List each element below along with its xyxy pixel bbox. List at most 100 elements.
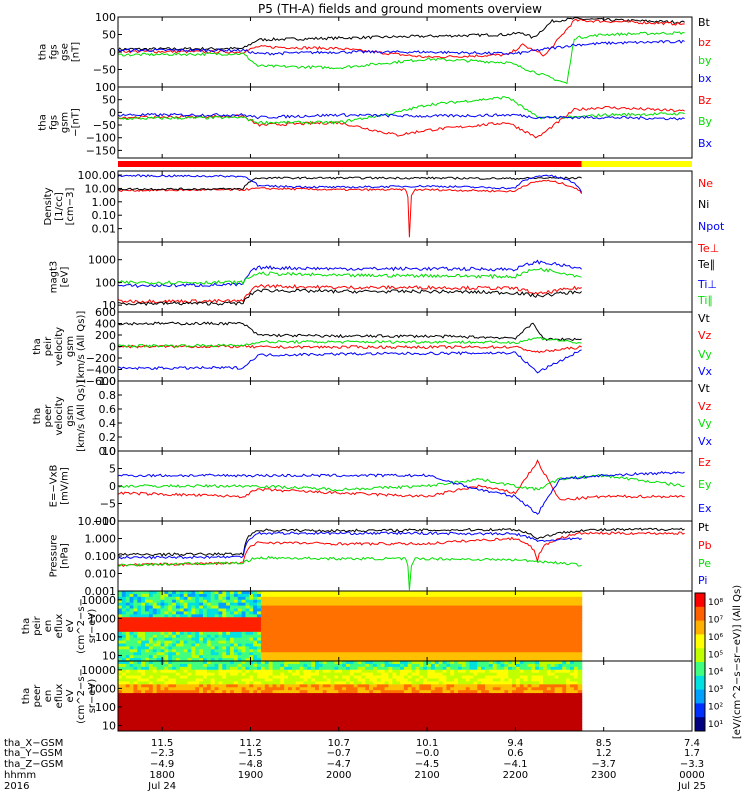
series-Vx-line — [117, 349, 582, 374]
x-row-value: 1.7 — [684, 748, 700, 759]
status-bar-segment — [581, 161, 692, 167]
legend-Ni: Ni — [698, 198, 709, 211]
x-row-label: tha_Z−GSM — [4, 759, 63, 770]
y-axis-label: tha peer velocity gsm [km/s (All Qs)] — [32, 380, 87, 452]
colorbar-tick-label: 10⁶ — [708, 633, 723, 643]
y-tick-label: 1000 — [88, 682, 116, 695]
legend-Ex: Ex — [698, 502, 712, 515]
y-axis-label-line: sr−eV) — [87, 679, 98, 714]
series-Pb-line — [117, 531, 685, 567]
y-tick-label: 0.01 — [92, 223, 117, 236]
colorbar-swatch — [695, 606, 705, 622]
legend-Ti⊥: Ti⊥ — [697, 278, 717, 291]
y-axis-label-line: sr−eV) — [87, 609, 98, 644]
x-row-label: 2016 — [4, 781, 29, 792]
x-row-value: −3.3 — [680, 759, 704, 770]
y-axis-label-line: en — [43, 690, 54, 703]
y-axis-label-line: [km/s (All Qs)] — [76, 311, 87, 383]
panel-fgs_gse: 100 50 0 −50 tha fgs gse [nT] Bt bz by bx — [38, 11, 712, 88]
legend-Ez: Ez — [698, 456, 711, 469]
x-row-value: 7.4 — [684, 738, 700, 749]
x-axis-labels: tha_X−GSM 11.5 11.2 10.7 10.1 9.4 8.5 7.4 tha_Y−… — [4, 738, 706, 792]
y-axis-label: tha fgs gsm −[nT] — [38, 108, 82, 137]
series-Pi-line — [117, 531, 582, 560]
y-tick-label: 0 — [109, 341, 116, 354]
y-axis-label: magt3 [eV] — [49, 261, 71, 294]
y-axis-label-line: eV — [65, 619, 76, 632]
legend-Bz: Bz — [698, 94, 712, 107]
legend-Pe: Pe — [698, 557, 711, 570]
y-axis-label-line: gsm — [65, 405, 76, 426]
y-axis-label-line: peer — [32, 684, 43, 708]
y-axis-label-line: eV — [65, 689, 76, 702]
colorbar-tick-label: 10² — [708, 703, 723, 713]
series-Te⊥-line — [117, 283, 582, 304]
legend-Pb: Pb — [698, 539, 712, 552]
series-Te∥-line — [117, 288, 582, 306]
series-Ex-line — [117, 471, 685, 515]
y-tick-label: 600 — [95, 306, 116, 319]
y-axis-label-line: velocity — [54, 396, 65, 435]
y-tick-label: −50 — [93, 119, 116, 132]
legend-Vy: Vy — [698, 348, 712, 361]
legend-Ti∥: Ti∥ — [697, 294, 713, 307]
y-tick-label: 50 — [102, 94, 116, 107]
panel-frame — [117, 86, 693, 159]
y-axis-label-line: Density — [43, 187, 54, 225]
y-axis-label-line: gsm — [60, 112, 71, 133]
x-row-value: −0.7 — [327, 748, 351, 759]
colorbar-label: [eV/(cm^2−s−sr−eV)] (All Qs) — [732, 585, 743, 739]
y-tick-label: 0.100 — [85, 550, 117, 563]
series-Bz-line — [117, 105, 685, 139]
y-axis-label-line: peir — [43, 336, 54, 356]
y-axis-label-line: [nT] — [71, 42, 82, 62]
series-Vt-line — [117, 321, 582, 342]
y-axis-label: tha peir en eflux eV (cm^2−s− sr−eV) — [21, 598, 98, 654]
colorbar-swatch — [695, 593, 705, 608]
colorbar: 10⁸ 10⁷ 10⁶ 10⁵ 10⁴ 10³ 10² 10¹ [eV/(cm^2−s−sr−e… — [694, 585, 743, 739]
x-row-value: −4.9 — [150, 759, 174, 770]
legend-bz: bz — [698, 36, 711, 49]
y-tick-label: 0.8 — [99, 389, 117, 402]
y-axis-label-line: tha — [38, 114, 49, 130]
y-axis-label-line: eflux — [54, 614, 65, 639]
x-row-value: Jul 25 — [677, 781, 706, 792]
legend-Ey: Ey — [698, 478, 712, 491]
y-axis-label-line: (cm^2−s− — [76, 668, 87, 724]
y-axis-label-line: E=−VxB — [49, 465, 60, 508]
y-axis-label-line: eflux — [54, 684, 65, 709]
x-row-value: −2.3 — [150, 748, 174, 759]
panel-peer_spectrogram: 10000 1000 100 10 tha peer en eflux eV (cm^2−s− sr… — [21, 660, 693, 732]
figure-title: P5 (TH-A) fields and ground moments over… — [258, 2, 542, 16]
panel-frame — [117, 660, 693, 732]
spectrogram-image — [118, 661, 583, 731]
y-axis-label-line: [1/cc] — [54, 192, 65, 221]
colorbar-tick-label: 10⁸ — [708, 598, 723, 608]
x-row-value: 10.7 — [328, 738, 350, 749]
legend-Vy: Vy — [698, 417, 712, 430]
series-Vy-line — [117, 336, 582, 348]
series-bx-line — [117, 39, 685, 56]
y-tick-label: 0 — [109, 106, 116, 119]
y-tick-label: 400 — [95, 318, 116, 331]
x-row-value: 2100 — [414, 770, 439, 781]
series-Ti∥-line — [117, 267, 582, 286]
y-tick-label: 0.4 — [99, 417, 117, 430]
legend-By: By — [698, 115, 713, 128]
y-tick-label: 10 — [102, 445, 116, 458]
y-axis-label: tha peir velocity gsm [km/s (All Qs)] — [32, 311, 87, 383]
x-row-value: 0000 — [679, 770, 704, 781]
y-axis-label-line: peir — [32, 615, 43, 635]
legend-Vx: Vx — [698, 365, 713, 378]
series-Npot-line — [117, 174, 583, 193]
x-row-value: −4.8 — [238, 759, 262, 770]
panel-efield: 10 5 0 −5 −10 E=−VxB [mV/m] Ez Ey Ex — [49, 445, 712, 528]
x-row-value: −4.7 — [327, 759, 351, 770]
y-axis-label-line: [mV/m] — [60, 467, 71, 505]
x-row-value: 1800 — [149, 770, 174, 781]
colorbar-tick-label: 10⁴ — [708, 668, 723, 678]
legend-Vx: Vx — [698, 435, 713, 448]
panel-frame — [117, 520, 693, 592]
